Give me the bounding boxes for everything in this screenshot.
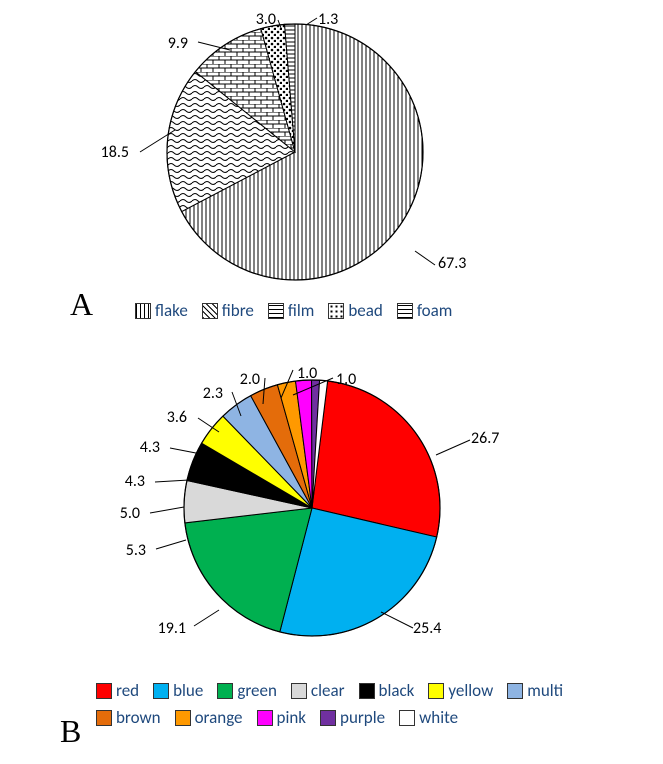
slice-label-green: 19.1	[158, 619, 186, 638]
legend-item-blue: blue	[153, 680, 203, 701]
slice-label-white: 1.0	[336, 370, 356, 389]
legend-swatch-blue	[153, 683, 169, 699]
legend-swatch-green	[217, 683, 233, 699]
legend-item-black: black	[359, 680, 415, 701]
legend-item-fibre: fibre	[202, 300, 254, 321]
legend-a: flake fibre film bead foam	[135, 300, 595, 327]
legend-swatch-yellow	[428, 683, 444, 699]
legend-item-bead: bead	[328, 300, 382, 321]
legend-label-bead: bead	[348, 300, 382, 321]
legend-label-foam: foam	[417, 300, 453, 321]
legend-label-fibre: fibre	[222, 300, 254, 321]
legend-item-yellow: yellow	[428, 680, 493, 701]
legend-label-brown: brown	[116, 707, 161, 728]
legend-label-multi: multi	[527, 680, 563, 701]
slice-label-flake: 67.3	[438, 254, 466, 273]
legend-label-clear: clear	[311, 680, 345, 701]
legend-item-purple: purple	[320, 707, 385, 728]
legend-label-blue: blue	[173, 680, 203, 701]
legend-swatch-multi	[507, 683, 523, 699]
slice-label-bead: 3.0	[256, 10, 276, 29]
slice-label-purple: 1.0	[297, 364, 317, 383]
slice-label-black: 5.0	[120, 504, 140, 523]
slice-label-film: 9.9	[168, 34, 188, 53]
legend-item-pink: pink	[257, 707, 307, 728]
legend-item-green: green	[217, 680, 277, 701]
legend-item-foam: foam	[397, 300, 453, 321]
legend-label-pink: pink	[277, 707, 307, 728]
legend-label-orange: orange	[195, 707, 243, 728]
panel-b-label: B	[60, 713, 81, 750]
slice-label-blue: 25.4	[413, 619, 441, 638]
legend-label-purple: purple	[340, 707, 385, 728]
legend-label-red: red	[116, 680, 139, 701]
legend-swatch-clear	[291, 683, 307, 699]
chart-a: 67.3 18.5 9.9 3.0 1.3	[0, 0, 663, 350]
legend-swatch-black	[359, 683, 375, 699]
legend-item-brown: brown	[96, 707, 161, 728]
slice-label-brown: 3.6	[167, 408, 187, 427]
legend-label-white: white	[419, 707, 458, 728]
legend-swatch-pink	[257, 710, 273, 726]
legend-swatch-orange	[175, 710, 191, 726]
legend-swatch-fibre	[202, 303, 218, 319]
legend-item-multi: multi	[507, 680, 563, 701]
legend-item-clear: clear	[291, 680, 345, 701]
legend-label-yellow: yellow	[448, 680, 493, 701]
legend-swatch-brown	[96, 710, 112, 726]
legend-item-white: white	[399, 707, 458, 728]
legend-label-green: green	[237, 680, 277, 701]
legend-swatch-purple	[320, 710, 336, 726]
slice-label-clear: 5.3	[126, 541, 146, 560]
legend-label-flake: flake	[155, 300, 188, 321]
legend-swatch-flake	[135, 303, 151, 319]
legend-swatch-film	[268, 303, 284, 319]
slice-label-fibre: 18.5	[101, 143, 129, 162]
legend-swatch-red	[96, 683, 112, 699]
legend-b: red blue green clear black yellow multi brown or…	[96, 680, 636, 734]
panel-a-label: A	[70, 286, 93, 323]
legend-swatch-white	[399, 710, 415, 726]
legend-label-black: black	[379, 680, 415, 701]
slice-label-pink: 2.0	[240, 370, 260, 389]
legend-item-red: red	[96, 680, 139, 701]
slice-label-foam: 1.3	[318, 10, 338, 29]
legend-item-film: film	[268, 300, 314, 321]
legend-label-film: film	[288, 300, 314, 321]
legend-swatch-bead	[328, 303, 344, 319]
legend-swatch-foam	[397, 303, 413, 319]
slice-label-multi: 4.3	[140, 438, 160, 457]
slice-label-orange: 2.3	[203, 384, 223, 403]
legend-item-flake: flake	[135, 300, 188, 321]
slice-label-yellow: 4.3	[125, 472, 145, 491]
figure-container: 67.3 18.5 9.9 3.0 1.3 A flake fibre film bead fo…	[0, 0, 663, 764]
slice-label-red: 26.7	[471, 429, 499, 448]
legend-item-orange: orange	[175, 707, 243, 728]
